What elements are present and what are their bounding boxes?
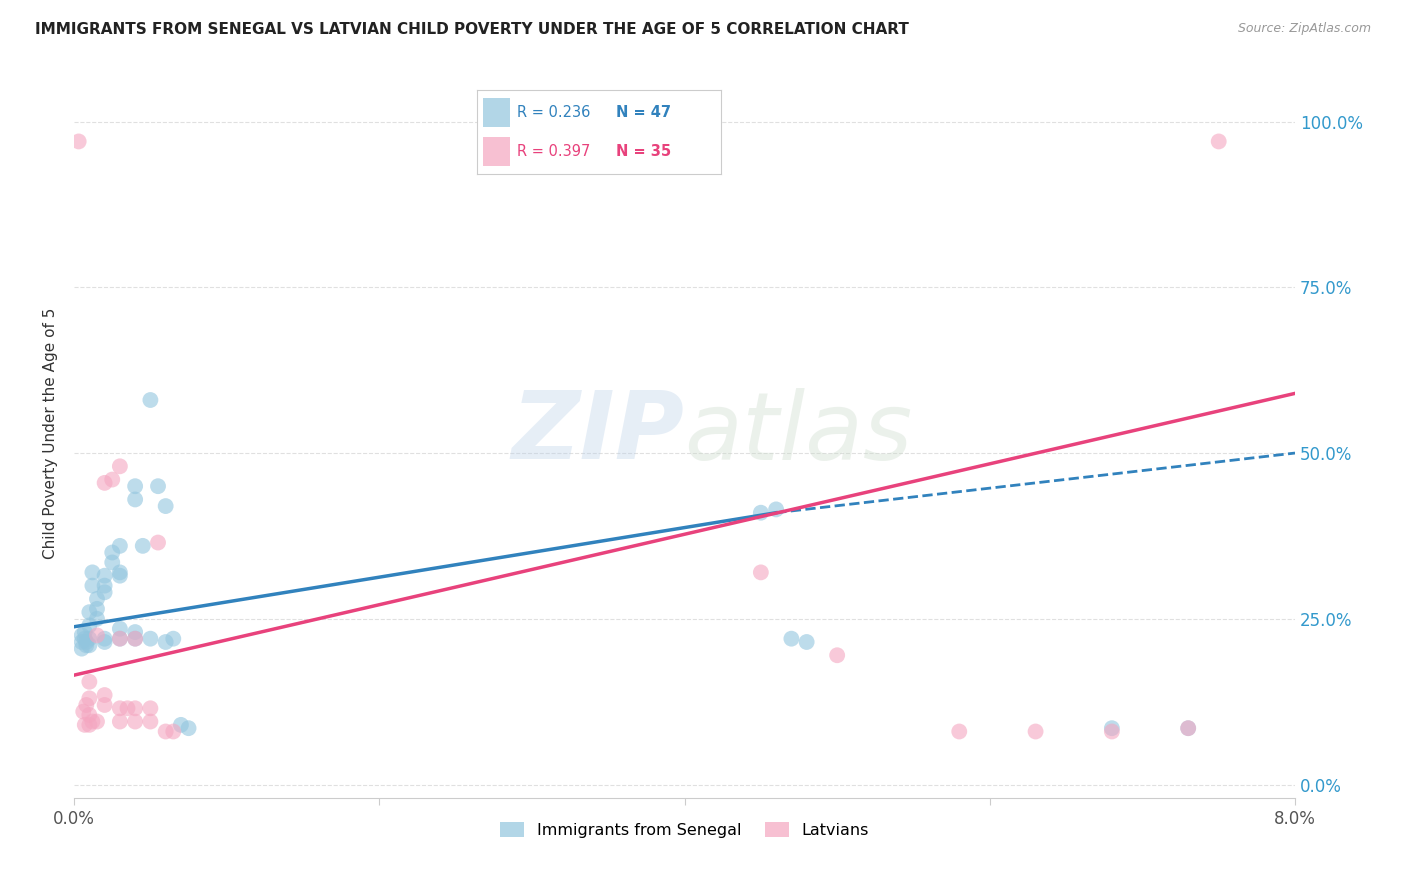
Point bbox=[1177, 721, 1199, 735]
Point bbox=[108, 539, 131, 553]
Text: Source: ZipAtlas.com: Source: ZipAtlas.com bbox=[1237, 22, 1371, 36]
Point bbox=[108, 568, 131, 582]
Point bbox=[82, 714, 104, 729]
Point bbox=[73, 632, 96, 646]
Point bbox=[70, 635, 93, 649]
Point bbox=[93, 698, 115, 712]
Point bbox=[101, 556, 124, 570]
Point bbox=[93, 585, 115, 599]
Point bbox=[124, 714, 146, 729]
Point bbox=[177, 721, 200, 735]
Point bbox=[155, 724, 177, 739]
Point bbox=[82, 579, 104, 593]
Point bbox=[75, 635, 97, 649]
Point bbox=[124, 632, 146, 646]
Point bbox=[108, 714, 131, 729]
Point bbox=[101, 473, 124, 487]
Point bbox=[162, 632, 184, 646]
Point bbox=[170, 718, 193, 732]
Point bbox=[82, 566, 104, 580]
Point bbox=[1177, 721, 1199, 735]
Point bbox=[79, 691, 101, 706]
Point bbox=[146, 535, 169, 549]
Text: IMMIGRANTS FROM SENEGAL VS LATVIAN CHILD POVERTY UNDER THE AGE OF 5 CORRELATION : IMMIGRANTS FROM SENEGAL VS LATVIAN CHILD… bbox=[35, 22, 910, 37]
Point bbox=[146, 479, 169, 493]
Point bbox=[67, 135, 90, 149]
Point bbox=[86, 612, 108, 626]
Point bbox=[825, 648, 848, 663]
Point bbox=[155, 499, 177, 513]
Point bbox=[1208, 135, 1230, 149]
Point bbox=[124, 632, 146, 646]
Point bbox=[139, 701, 162, 715]
Point bbox=[93, 475, 115, 490]
Point bbox=[117, 701, 139, 715]
Point bbox=[79, 618, 101, 632]
Point bbox=[124, 479, 146, 493]
Point bbox=[948, 724, 970, 739]
Point bbox=[1025, 724, 1047, 739]
Point bbox=[101, 545, 124, 559]
Point bbox=[93, 579, 115, 593]
Point bbox=[124, 625, 146, 640]
Point bbox=[75, 638, 97, 652]
Point bbox=[86, 602, 108, 616]
Point bbox=[124, 492, 146, 507]
Point bbox=[79, 707, 101, 722]
Text: ZIP: ZIP bbox=[512, 387, 685, 479]
Point bbox=[79, 718, 101, 732]
Point bbox=[70, 641, 93, 656]
Point bbox=[132, 539, 155, 553]
Text: atlas: atlas bbox=[685, 388, 912, 479]
Point bbox=[155, 635, 177, 649]
Point bbox=[139, 632, 162, 646]
Point bbox=[796, 635, 818, 649]
Point bbox=[86, 628, 108, 642]
Point bbox=[79, 605, 101, 619]
Point bbox=[139, 714, 162, 729]
Legend: Immigrants from Senegal, Latvians: Immigrants from Senegal, Latvians bbox=[494, 816, 876, 845]
Point bbox=[765, 502, 787, 516]
Point bbox=[73, 625, 96, 640]
Point bbox=[108, 622, 131, 636]
Point bbox=[139, 392, 162, 407]
Point bbox=[79, 638, 101, 652]
Y-axis label: Child Poverty Under the Age of 5: Child Poverty Under the Age of 5 bbox=[44, 308, 58, 559]
Point bbox=[749, 566, 772, 580]
Point bbox=[73, 718, 96, 732]
Point bbox=[86, 714, 108, 729]
Point bbox=[86, 591, 108, 606]
Point bbox=[93, 688, 115, 702]
Point bbox=[124, 701, 146, 715]
Point bbox=[75, 698, 97, 712]
Point bbox=[70, 628, 93, 642]
Point bbox=[72, 705, 94, 719]
Point bbox=[93, 632, 115, 646]
Point bbox=[93, 568, 115, 582]
Point bbox=[108, 701, 131, 715]
Point bbox=[79, 674, 101, 689]
Point bbox=[79, 632, 101, 646]
Point bbox=[108, 566, 131, 580]
Point bbox=[108, 632, 131, 646]
Point bbox=[749, 506, 772, 520]
Point bbox=[780, 632, 803, 646]
Point bbox=[108, 459, 131, 474]
Point bbox=[108, 632, 131, 646]
Point bbox=[93, 635, 115, 649]
Point bbox=[162, 724, 184, 739]
Point bbox=[1101, 721, 1123, 735]
Point bbox=[1101, 724, 1123, 739]
